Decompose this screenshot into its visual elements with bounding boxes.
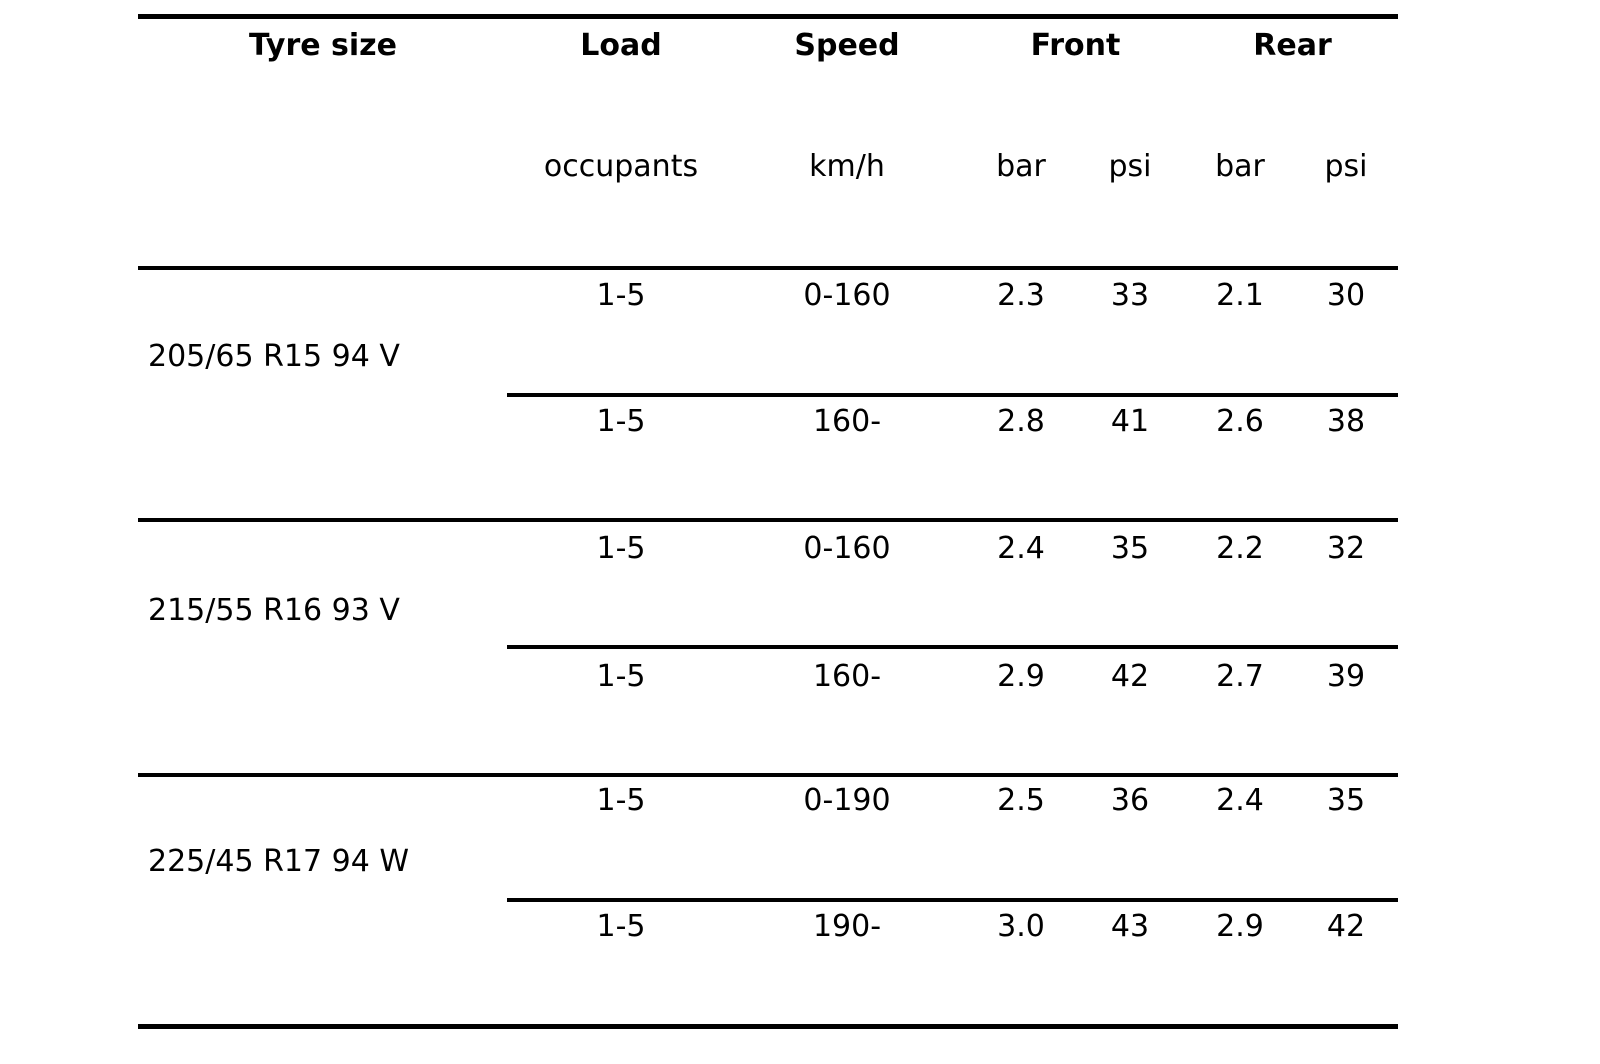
cell-speed: 160-	[812, 404, 882, 439]
cell-rear-bar: 2.4	[1216, 783, 1264, 818]
cell-speed: 0-160	[803, 278, 891, 313]
cell-front-bar: 2.9	[997, 659, 1045, 694]
table-top-rule	[138, 14, 1398, 19]
cell-front-psi: 43	[1110, 909, 1150, 944]
cell-front-psi: 42	[1110, 659, 1150, 694]
cell-rear-psi: 32	[1326, 531, 1366, 566]
unit-front-psi: psi	[1108, 149, 1152, 184]
tyre-size-label: 215/55 R16 93 V	[148, 593, 400, 628]
header-front: Front	[1030, 28, 1121, 63]
cell-rear-bar: 2.1	[1216, 278, 1264, 313]
header-speed: Speed	[794, 28, 900, 63]
unit-rear-bar: bar	[1215, 149, 1265, 184]
cell-front-bar: 2.5	[997, 783, 1045, 818]
cell-rear-psi: 39	[1326, 659, 1366, 694]
tyre-size-label: 225/45 R17 94 W	[148, 844, 410, 879]
cell-front-bar: 2.4	[997, 531, 1045, 566]
cell-speed: 190-	[812, 909, 882, 944]
cell-rear-psi: 35	[1326, 783, 1366, 818]
cell-front-bar: 3.0	[997, 909, 1045, 944]
data-row: 1-5 0-160 2.4 35 2.2 32	[138, 531, 1398, 567]
cell-front-bar: 2.3	[997, 278, 1045, 313]
cell-rear-psi: 38	[1326, 404, 1366, 439]
cell-front-psi: 36	[1110, 783, 1150, 818]
cell-load: 1-5	[596, 783, 646, 818]
data-row: 1-5 0-160 2.3 33 2.1 30	[138, 278, 1398, 314]
unit-speed-kmh: km/h	[809, 149, 885, 184]
cell-speed: 0-160	[803, 531, 891, 566]
header-tyre-size: Tyre size	[249, 28, 397, 63]
data-row: 1-5 160- 2.9 42 2.7 39	[138, 659, 1398, 695]
cell-load: 1-5	[596, 531, 646, 566]
group1-subrow-divider-rule	[507, 393, 1398, 397]
cell-rear-bar: 2.9	[1216, 909, 1264, 944]
tyre-size-row: 215/55 R16 93 V	[138, 593, 1398, 629]
cell-rear-bar: 2.2	[1216, 531, 1264, 566]
cell-rear-bar: 2.7	[1216, 659, 1264, 694]
table-bottom-rule	[138, 1024, 1398, 1029]
cell-front-bar: 2.8	[997, 404, 1045, 439]
group2-subrow-divider-rule	[507, 645, 1398, 649]
header-rear: Rear	[1253, 28, 1332, 63]
table-header-row: Tyre size Load Speed Front Rear	[138, 28, 1398, 64]
tyre-size-label: 205/65 R15 94 V	[148, 339, 400, 374]
data-row: 1-5 190- 3.0 43 2.9 42	[138, 909, 1398, 945]
table-units-row: occupants km/h bar psi bar psi	[138, 149, 1398, 185]
cell-speed: 160-	[812, 659, 882, 694]
cell-front-psi: 35	[1110, 531, 1150, 566]
cell-load: 1-5	[596, 909, 646, 944]
cell-load: 1-5	[596, 278, 646, 313]
header-bottom-rule	[138, 266, 1398, 270]
unit-rear-psi: psi	[1324, 149, 1368, 184]
group3-subrow-divider-rule	[507, 898, 1398, 902]
cell-front-psi: 33	[1110, 278, 1150, 313]
cell-load: 1-5	[596, 659, 646, 694]
tyre-pressure-table: Tyre size Load Speed Front Rear occupant…	[138, 0, 1398, 1064]
unit-load-occupants: occupants	[543, 149, 699, 184]
tyre-size-row: 205/65 R15 94 V	[138, 339, 1398, 375]
data-row: 1-5 0-190 2.5 36 2.4 35	[138, 783, 1398, 819]
cell-rear-psi: 30	[1326, 278, 1366, 313]
unit-front-bar: bar	[996, 149, 1046, 184]
group2-group3-divider-rule	[138, 773, 1398, 777]
data-row: 1-5 160- 2.8 41 2.6 38	[138, 404, 1398, 440]
cell-rear-psi: 42	[1326, 909, 1366, 944]
cell-front-psi: 41	[1110, 404, 1150, 439]
cell-load: 1-5	[596, 404, 646, 439]
header-load: Load	[580, 28, 662, 63]
cell-rear-bar: 2.6	[1216, 404, 1264, 439]
group1-group2-divider-rule	[138, 518, 1398, 522]
tyre-size-row: 225/45 R17 94 W	[138, 844, 1398, 880]
cell-speed: 0-190	[803, 783, 891, 818]
